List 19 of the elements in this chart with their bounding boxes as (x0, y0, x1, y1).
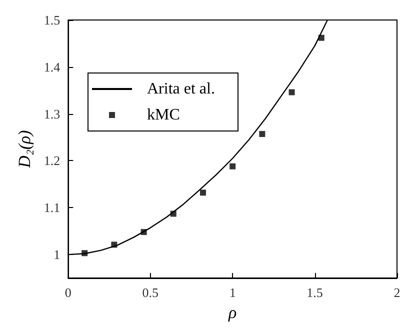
point (230, 163, 236, 170)
x-axis-title: ρ (227, 303, 237, 322)
legend-label: kMC (147, 106, 180, 124)
y-tick-label: 1.4 (44, 59, 61, 74)
x-tick-label: 0 (64, 285, 72, 300)
legend-label: Arita et al. (147, 80, 215, 98)
y-tick-label: 1.1 (44, 200, 60, 216)
y-tick-label: 1 (54, 247, 60, 262)
point (200, 190, 206, 196)
y-tick-label: 1.2 (44, 153, 60, 168)
y-tick-label: 1.3 (44, 106, 60, 122)
point (259, 130, 266, 137)
x-tick-label: 2 (394, 285, 400, 300)
x-tick-label: 1 (229, 285, 236, 300)
y-tick-label: 1.5 (44, 12, 60, 28)
point (288, 89, 295, 96)
y-axis-title: D₂(ρ) (15, 130, 34, 169)
x-tick-label: 1.5 (306, 285, 323, 300)
x-tick-label: 0.5 (142, 285, 158, 300)
